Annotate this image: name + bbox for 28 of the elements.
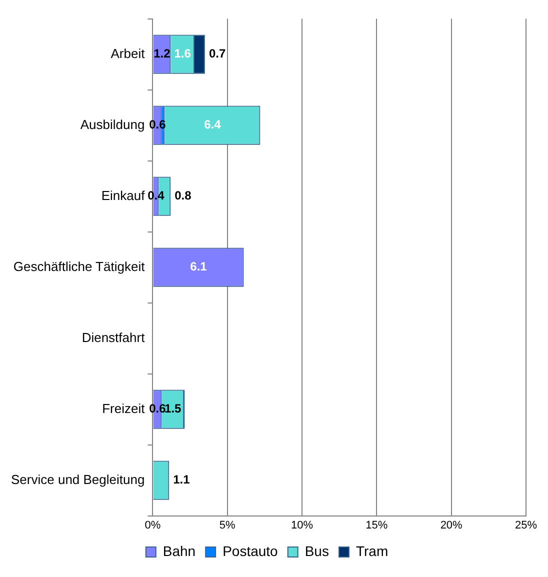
- legend-label: Bahn: [162, 542, 196, 559]
- x-tick-label: 0%: [144, 519, 161, 532]
- y-tick-label: Dienstfahrt: [82, 330, 146, 345]
- data-label: 0.8: [174, 188, 192, 203]
- data-label: 0.6: [149, 402, 166, 416]
- y-tick-label: Arbeit: [110, 46, 146, 61]
- x-tick-label: 5%: [219, 519, 236, 532]
- y-tick-label: Service und Begleitung: [11, 472, 145, 487]
- x-tick-label: 10%: [291, 519, 314, 532]
- y-tick-label: Ausbildung: [80, 116, 145, 132]
- x-tick-label: 25%: [514, 519, 538, 532]
- y-tick-label: Geschäftliche Tätigkeit: [13, 258, 146, 274]
- legend-label: Postauto: [222, 542, 278, 559]
- y-tick-label: Freizeit: [102, 400, 146, 416]
- data-label: 1.2: [154, 46, 171, 61]
- data-label: 0.6: [149, 118, 166, 132]
- data-label: 0.4: [148, 188, 165, 203]
- legend-label: Bus: [304, 542, 329, 559]
- legend-label: Tram: [356, 542, 388, 559]
- y-tick-label: Einkauf: [101, 188, 146, 203]
- data-label: 6.4: [204, 118, 222, 132]
- data-label: 1.1: [173, 472, 190, 487]
- data-label: 1.5: [164, 402, 182, 416]
- data-label: 6.1: [190, 260, 208, 274]
- data-label: 1.6: [174, 46, 192, 61]
- x-tick-label: 15%: [366, 519, 388, 532]
- x-tick-label: 20%: [440, 519, 463, 532]
- data-label: 0.7: [208, 46, 226, 61]
